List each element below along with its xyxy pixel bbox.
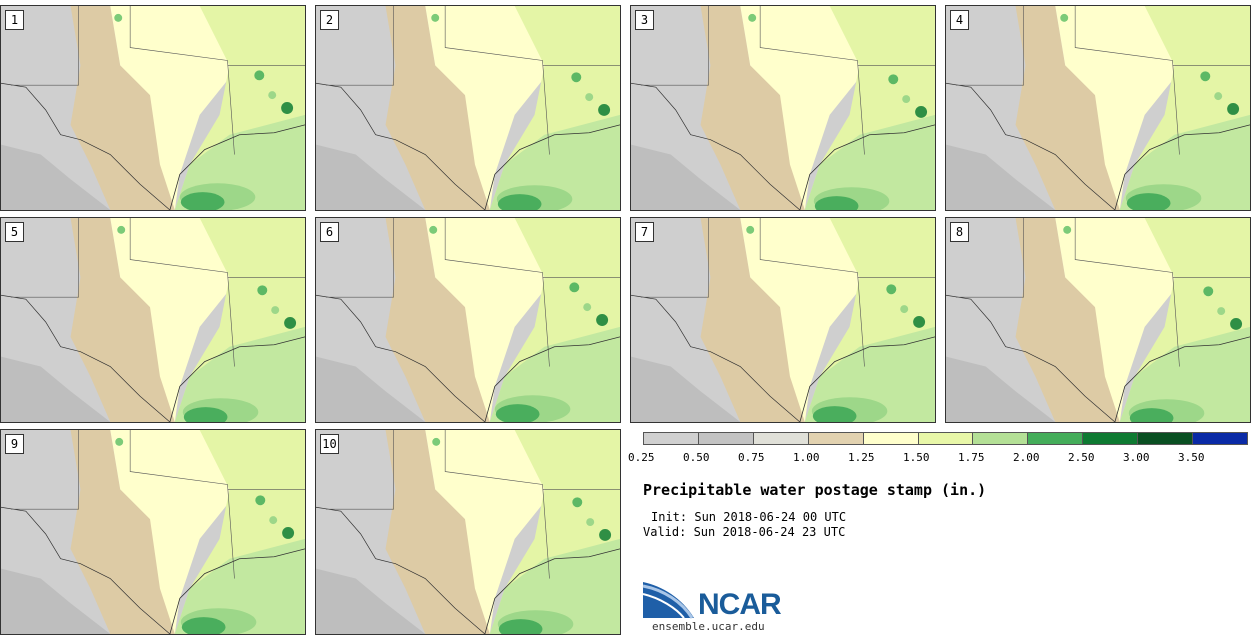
colorbar-tick-label: 2.00 — [1013, 451, 1040, 464]
stamp-number: 1 — [5, 10, 24, 30]
chart-title: Precipitable water postage stamp (in.) — [643, 481, 987, 499]
stamp-number: 6 — [320, 222, 339, 242]
colorbar-segment-0 — [644, 433, 699, 444]
valid-time: Valid: Sun 2018-06-24 23 UTC — [643, 525, 846, 539]
colorbar-tick-label: 1.00 — [793, 451, 820, 464]
colorbar-tick-label: 1.75 — [958, 451, 985, 464]
colorbar-segment-6 — [973, 433, 1029, 444]
stamp-number: 5 — [5, 222, 24, 242]
colorbar-tick-label: 2.50 — [1068, 451, 1095, 464]
colorbar-tick-label: 0.25 — [628, 451, 655, 464]
ncar-logo-icon — [642, 582, 694, 619]
map-stamp-5: 5 — [0, 217, 306, 423]
colorbar-segment-3 — [808, 433, 864, 444]
colorbar-segment-4 — [863, 433, 919, 444]
map-stamp-4: 4 — [945, 5, 1251, 211]
stamp-number: 10 — [320, 434, 339, 454]
map-stamp-1: 1 — [0, 5, 306, 211]
colorbar-tick-label: 3.50 — [1178, 451, 1205, 464]
colorbar-segment-10 — [1193, 433, 1247, 444]
map-stamp-10: 10 — [315, 429, 621, 635]
map-stamp-3: 3 — [630, 5, 936, 211]
map-stamp-9: 9 — [0, 429, 306, 635]
colorbar-tick-labels: 0.25 0.50 0.75 1.00 1.25 1.50 1.75 2.00 2.50 3.00… — [628, 451, 1250, 467]
stamp-number: 7 — [635, 222, 654, 242]
map-stamp-8: 8 — [945, 217, 1251, 423]
map-stamp-2: 2 — [315, 5, 621, 211]
colorbar-tick-label: 1.50 — [903, 451, 930, 464]
stamp-number: 2 — [320, 10, 339, 30]
colorbar-segment-1 — [698, 433, 754, 444]
colorbar-tick-label: 0.50 — [683, 451, 710, 464]
ncar-logo-text: NCAR — [698, 588, 782, 621]
colorbar-tick-label: 1.25 — [848, 451, 875, 464]
colorbar-tick-label: 0.75 — [738, 451, 765, 464]
colorbar-tick-label: 3.00 — [1123, 451, 1150, 464]
site-url: ensemble.ucar.edu — [652, 620, 765, 633]
stamp-number: 9 — [5, 434, 24, 454]
colorbar — [643, 432, 1248, 445]
init-time: Init: Sun 2018-06-24 00 UTC — [651, 510, 847, 524]
stamp-number: 3 — [635, 10, 654, 30]
colorbar-segment-7 — [1028, 433, 1084, 444]
stamp-number: 8 — [950, 222, 969, 242]
colorbar-segment-8 — [1083, 433, 1139, 444]
colorbar-segment-5 — [918, 433, 974, 444]
stamp-number: 4 — [950, 10, 969, 30]
colorbar-segment-9 — [1138, 433, 1194, 444]
colorbar-segment-2 — [753, 433, 809, 444]
map-stamp-6: 6 — [315, 217, 621, 423]
map-stamp-7: 7 — [630, 217, 936, 423]
